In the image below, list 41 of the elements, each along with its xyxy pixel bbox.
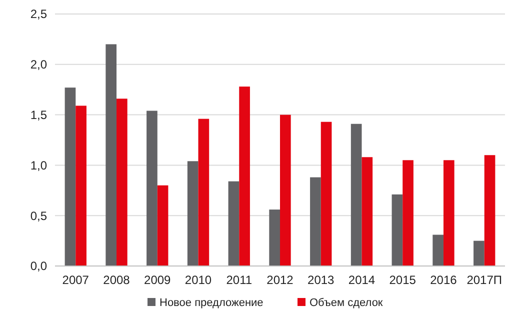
y-tick-label: 0,0: [30, 259, 48, 274]
bar: [362, 157, 373, 266]
bar: [269, 210, 280, 266]
bar: [228, 181, 240, 266]
x-tick-label: 2015: [389, 273, 416, 287]
bar: [280, 114, 291, 266]
bar: [239, 86, 250, 266]
legend-label: Объем сделок: [310, 297, 383, 309]
bar: [187, 161, 198, 266]
x-tick-label: 2013: [308, 273, 335, 287]
bar: [474, 240, 484, 266]
y-tick-label: 1,5: [30, 108, 48, 122]
bar: [392, 194, 403, 266]
x-tick-label: 2012: [266, 273, 294, 287]
bar: [157, 185, 168, 266]
bar: [310, 177, 321, 266]
legend-label: Новое предложение: [160, 297, 264, 309]
bar: [484, 155, 496, 266]
x-tick-label: 2011: [226, 273, 252, 287]
x-tick-label: 2014: [348, 273, 376, 287]
bar: [198, 118, 210, 266]
y-tick-label: 1,0: [30, 158, 48, 172]
bar: [106, 44, 117, 266]
x-tick-label: 2007: [62, 273, 90, 287]
bar: [320, 122, 332, 266]
bar: [116, 98, 128, 266]
y-tick-label: 2,0: [30, 58, 48, 72]
bar: [64, 88, 76, 266]
bar: [350, 124, 362, 266]
x-tick-label: 2009: [144, 273, 172, 287]
x-tick-label: 2010: [184, 273, 212, 287]
x-tick-label: 2016: [430, 273, 458, 287]
y-tick-label: 2,5: [30, 7, 48, 22]
y-tick-label: 0,5: [30, 208, 48, 223]
bar: [402, 160, 414, 266]
bar: [146, 110, 158, 266]
bar: [443, 160, 454, 266]
bar: [432, 234, 444, 266]
x-tick-label: 2008: [103, 273, 130, 287]
bar: [76, 106, 86, 266]
x-tick-label: 2017П: [466, 273, 502, 287]
